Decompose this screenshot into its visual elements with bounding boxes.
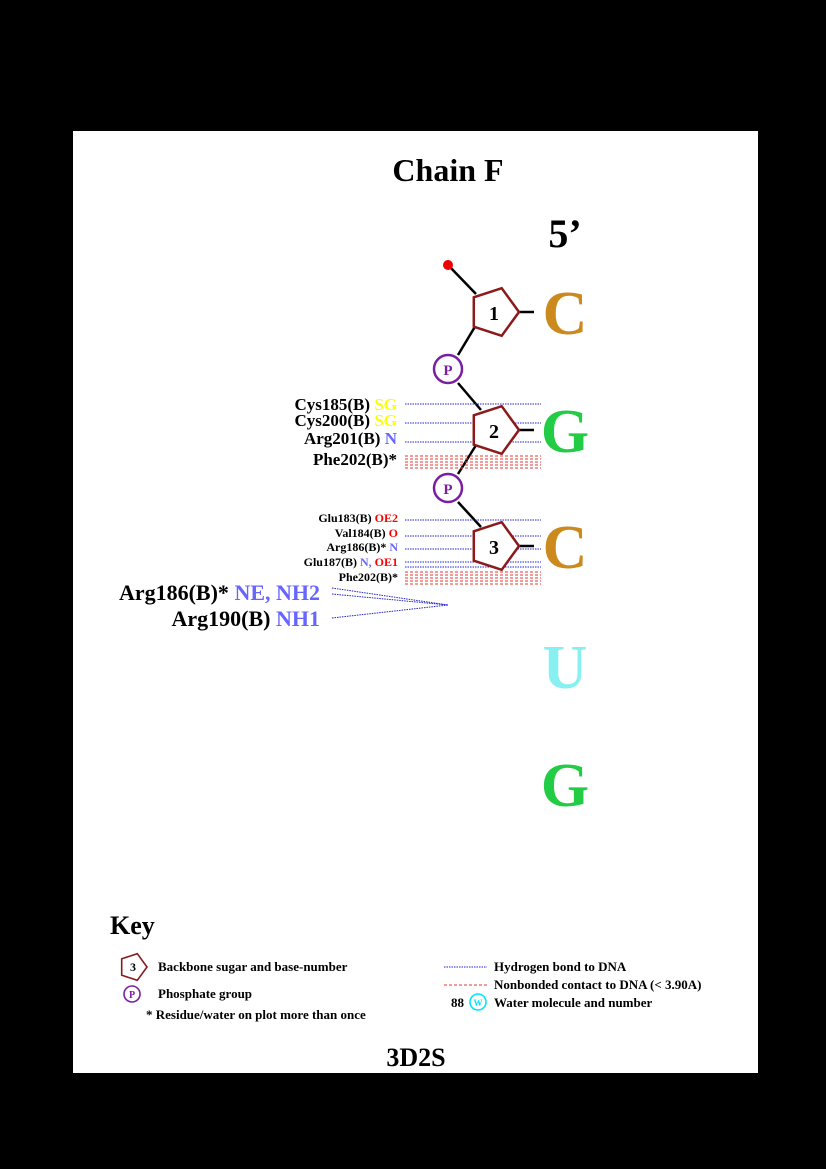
contacts-large: Arg186(B)* NE, NH2 Arg190(B) NH1 bbox=[119, 580, 320, 631]
backbone bbox=[447, 264, 534, 548]
key-water-symbol: W bbox=[474, 998, 483, 1008]
sugar-number-1: 1 bbox=[489, 303, 499, 325]
atom-name: N bbox=[380, 429, 397, 448]
sugar-number-2: 2 bbox=[489, 421, 499, 443]
sugar-2: 2 bbox=[472, 404, 521, 456]
contacts-nucleotide-3: Glu183(B) OE2 Val184(B) O Arg186(B)* N G… bbox=[304, 511, 399, 584]
phosphate2-sugar3-bond bbox=[457, 501, 482, 528]
key-sugar-icon bbox=[120, 952, 148, 982]
pdb-id: 3D2S bbox=[386, 1043, 445, 1072]
residue-label-arg190: Arg190(B) NH1 bbox=[172, 606, 320, 631]
terminal-bond bbox=[447, 264, 477, 295]
residue-label-cys185: Cys185(B) SG bbox=[295, 395, 398, 414]
atom-separator: , bbox=[369, 555, 375, 569]
sugar-pentagon-2 bbox=[472, 404, 521, 456]
base-letter-4: U bbox=[543, 634, 588, 702]
residue-label-glu187: Glu187(B) N, OE1 bbox=[304, 555, 398, 569]
phosphate1-sugar2-bond bbox=[457, 382, 482, 411]
atom-name: OE1 bbox=[375, 555, 398, 569]
phosphate-circle-1 bbox=[432, 353, 464, 385]
phosphate-circle-2 bbox=[432, 472, 464, 504]
chain-title: Chain F bbox=[392, 152, 503, 188]
key-phosphate-icon bbox=[123, 985, 141, 1003]
atom-name: NH1 bbox=[271, 606, 321, 631]
sugar-pentagon-1 bbox=[472, 286, 521, 338]
residue-name: Cys185(B) bbox=[295, 395, 371, 414]
atom-name: SG bbox=[370, 395, 397, 414]
base-letter-3: C bbox=[543, 514, 588, 582]
residue-name: Arg201(B) bbox=[304, 429, 380, 448]
key-legend: Key 3 Backbone sugar and base-number P P… bbox=[110, 911, 701, 1022]
hbond-line bbox=[331, 587, 449, 606]
sugar-number-3: 3 bbox=[489, 537, 499, 559]
key-water-number: 88 bbox=[451, 995, 465, 1010]
sugar1-phosphate1-bond bbox=[456, 324, 478, 356]
key-water-icon bbox=[469, 993, 487, 1011]
residue-label-val184: Val184(B) O bbox=[335, 526, 398, 540]
residue-label-arg186-large: Arg186(B)* NE, NH2 bbox=[119, 580, 320, 605]
hbond-line bbox=[331, 604, 449, 619]
residue-label-phe202-b: Phe202(B)* bbox=[339, 570, 398, 584]
atom-name: O bbox=[386, 526, 398, 540]
sugar-group: 1 2 3 bbox=[472, 286, 521, 572]
key-phosphate-label: Phosphate group bbox=[158, 986, 252, 1001]
sugar-3: 3 bbox=[472, 520, 521, 572]
key-repeat-note: * Residue/water on plot more than once bbox=[146, 1007, 366, 1022]
phosphate-label-2: P bbox=[443, 482, 452, 498]
atom-name: OE2 bbox=[372, 511, 398, 525]
residue-name: Phe202(B)* bbox=[339, 570, 398, 584]
residue-name: Val184(B) bbox=[335, 526, 386, 540]
key-water-label: Water molecule and number bbox=[494, 995, 653, 1010]
residue-name: Arg186(B)* bbox=[119, 580, 229, 605]
residue-name: Phe202(B)* bbox=[313, 450, 397, 469]
phosphate-1: P bbox=[432, 353, 464, 385]
base-letter-1: C bbox=[543, 280, 588, 348]
key-sugar-label: Backbone sugar and base-number bbox=[158, 959, 348, 974]
residue-label-glu183: Glu183(B) OE2 bbox=[318, 511, 398, 525]
atom-name: SG bbox=[370, 411, 397, 430]
contacts-nucleotide-2: Cys185(B) SG Cys200(B) SG Arg201(B) N Ph… bbox=[295, 395, 398, 469]
sugar2-phosphate2-bond bbox=[456, 441, 480, 475]
base-letter-2: G bbox=[541, 398, 589, 466]
key-phosphate-symbol: P bbox=[129, 990, 135, 1001]
residue-label-arg201: Arg201(B) N bbox=[304, 429, 398, 448]
atom-name: N bbox=[357, 555, 369, 569]
key-hbond-label: Hydrogen bond to DNA bbox=[494, 959, 627, 974]
phosphate-2: P bbox=[432, 472, 464, 504]
strand-5prime-label: 5’ bbox=[548, 211, 581, 256]
sugar-pentagon-3 bbox=[472, 520, 521, 572]
terminal-atom bbox=[443, 260, 453, 270]
atom-name: NE, NH2 bbox=[229, 580, 320, 605]
atom-name: N bbox=[386, 540, 398, 554]
residue-name: Glu187(B) bbox=[304, 555, 357, 569]
residue-name: Cys200(B) bbox=[295, 411, 371, 430]
residue-name: Glu183(B) bbox=[318, 511, 371, 525]
residue-name: Arg186(B)* bbox=[326, 540, 386, 554]
sugar-1: 1 bbox=[472, 286, 521, 338]
key-nonbonded-label: Nonbonded contact to DNA (< 3.90A) bbox=[494, 977, 701, 992]
phosphate-label-1: P bbox=[443, 363, 452, 379]
hbond-line bbox=[331, 593, 449, 606]
residue-name: Arg190(B) bbox=[172, 606, 271, 631]
residue-label-arg186: Arg186(B)* N bbox=[326, 540, 398, 554]
residue-label-phe202: Phe202(B)* bbox=[313, 450, 397, 469]
key-title: Key bbox=[110, 911, 155, 940]
base-letter-5: G bbox=[541, 752, 589, 820]
residue-label-cys200: Cys200(B) SG bbox=[295, 411, 398, 430]
key-sugar-number: 3 bbox=[130, 960, 136, 974]
